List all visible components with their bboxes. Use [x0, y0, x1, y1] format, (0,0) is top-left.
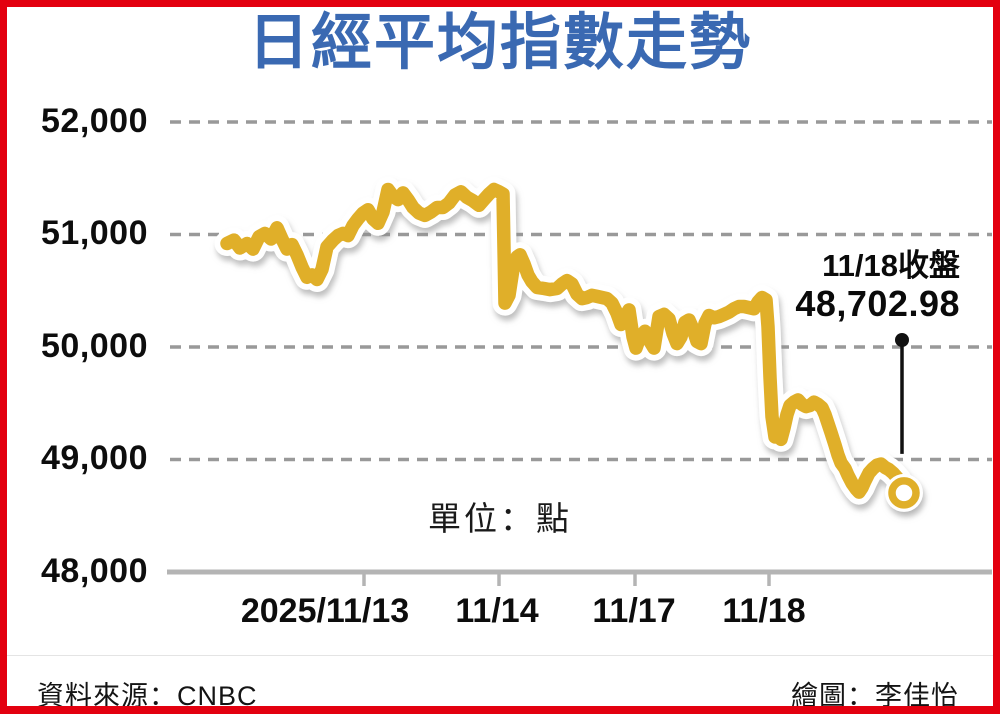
x-tick-label-1118: 11/18 [722, 592, 806, 630]
nikkei-line-chart [167, 120, 992, 586]
y-tick-label-48000: 48,000 [41, 552, 148, 590]
close-annotation-date: 11/18收盤 [822, 248, 960, 283]
x-tick-label-1117: 11/17 [592, 592, 676, 630]
close-annotation: 11/18收盤 48,702.98 [795, 248, 960, 324]
y-tick-label-49000: 49,000 [41, 439, 148, 477]
y-tick-label-51000: 51,000 [41, 214, 148, 252]
y-tick-label-50000: 50,000 [41, 327, 148, 365]
close-annotation-value: 48,702.98 [795, 283, 960, 324]
unit-label: 單位：點 [428, 500, 572, 537]
data-source-label: 資料來源：CNBC [37, 681, 258, 711]
x-tick-label-1113: 2025/11/13 [240, 592, 410, 630]
footer-divider [7, 655, 993, 656]
y-tick-label-52000: 52,000 [41, 102, 148, 140]
chart-title: 日經平均指數走勢 [247, 8, 752, 76]
x-tick-label-1114: 11/14 [455, 592, 539, 630]
illustrator-credit-label: 繪圖：李佳怡 [791, 681, 959, 711]
